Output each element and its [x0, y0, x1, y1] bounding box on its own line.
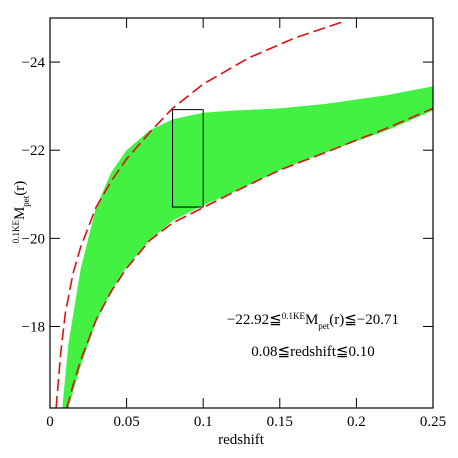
- point-cloud: [62, 86, 433, 408]
- y-tick-label: −24: [22, 55, 46, 71]
- annotation-part: −22.92≦: [227, 312, 282, 328]
- annotation-part: M: [305, 312, 318, 328]
- y-label-sub: pet: [21, 195, 31, 206]
- plot-frame: [49, 17, 434, 409]
- y-label-tail: (r): [12, 181, 28, 196]
- x-tick-label: 0.25: [420, 414, 446, 430]
- annotation-sup: 0.1KE: [282, 311, 306, 321]
- annotation-part: (r)≦−20.71: [329, 312, 399, 328]
- x-tick-label: 0.15: [267, 414, 293, 430]
- selection-box: [172, 109, 204, 208]
- x-tick-label: 0.1: [194, 414, 213, 430]
- x-tick-label: 0.05: [113, 414, 139, 430]
- y-label-sup: 0.1KE: [11, 220, 21, 244]
- y-tick-label: −22: [22, 143, 45, 159]
- y-axis-label: 0.1KEMpet(r): [11, 181, 31, 244]
- x-tick-label: 0: [46, 414, 54, 430]
- annotation: −22.92≦0.1KEMpet(r)≦−20.71: [227, 311, 399, 331]
- y-label-main: M: [12, 207, 28, 220]
- x-tick-label: 0.2: [347, 414, 366, 430]
- y-tick-label: −20: [22, 231, 45, 247]
- x-axis-label: redshift: [218, 432, 265, 448]
- annotation: 0.08≦redshift≦0.10: [251, 344, 374, 360]
- annotation-sub: pet: [318, 321, 329, 331]
- limit-curve: [66, 107, 434, 409]
- limit-curve: [55, 21, 342, 409]
- y-tick-label: −18: [22, 319, 45, 335]
